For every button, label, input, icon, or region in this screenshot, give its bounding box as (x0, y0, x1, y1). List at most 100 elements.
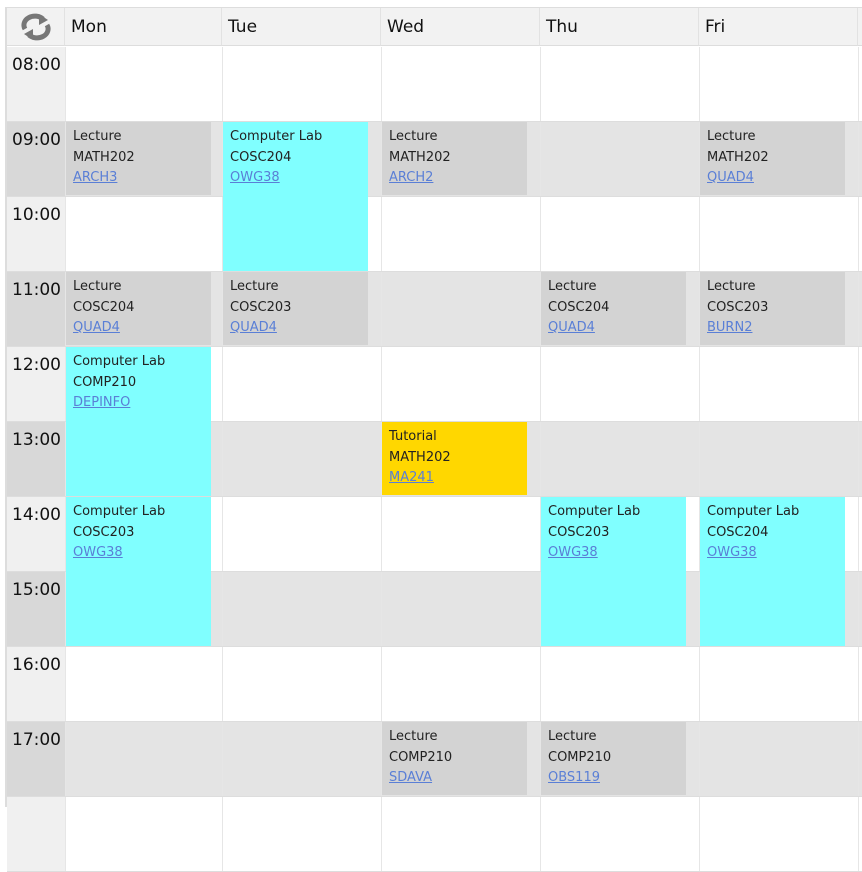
event-room-link[interactable]: QUAD4 (707, 170, 754, 185)
event-course: COSC204 (73, 299, 135, 315)
column-divider (699, 197, 700, 271)
column-divider (65, 722, 66, 796)
event-computer-lab[interactable]: Computer Lab COSC203 OWG38 (541, 497, 686, 646)
column-divider (381, 47, 382, 121)
time-row: 14:00 (7, 497, 862, 572)
column-divider (381, 797, 382, 871)
event-type: Tutorial (389, 429, 437, 444)
time-label: 09:00 (7, 122, 65, 196)
column-divider (540, 422, 541, 496)
event-room-link[interactable]: ARCH2 (389, 170, 434, 185)
column-divider (540, 722, 541, 796)
column-divider (65, 422, 66, 496)
event-room-link[interactable]: OWG38 (73, 545, 123, 560)
column-divider (699, 122, 700, 196)
event-type: Lecture (548, 279, 597, 294)
column-divider (858, 797, 859, 871)
event-lecture[interactable]: Lecture COMP210 SDAVA (382, 722, 527, 795)
event-course: COSC203 (707, 299, 769, 315)
event-course: MATH202 (389, 449, 451, 465)
event-type: Computer Lab (548, 504, 641, 519)
column-divider (222, 572, 223, 646)
column-divider (222, 422, 223, 496)
column-divider (222, 272, 223, 346)
column-divider (222, 722, 223, 796)
event-type: Lecture (230, 279, 279, 294)
event-room-link[interactable]: QUAD4 (548, 320, 595, 335)
time-row (7, 797, 862, 872)
column-divider (858, 422, 859, 496)
event-lecture[interactable]: Lecture COSC203 QUAD4 (223, 272, 368, 345)
event-type: Computer Lab (707, 504, 800, 519)
event-room-link[interactable]: SDAVA (389, 770, 433, 785)
event-course: COMP210 (73, 374, 137, 390)
event-room-link[interactable]: OBS119 (548, 770, 600, 785)
event-type: Lecture (707, 129, 756, 144)
event-type: Lecture (73, 129, 122, 144)
event-lecture[interactable]: Lecture MATH202 QUAD4 (700, 122, 845, 195)
event-computer-lab[interactable]: Computer Lab COSC204 OWG38 (223, 122, 368, 271)
column-divider (540, 572, 541, 646)
day-header-tue: Tue (222, 8, 381, 46)
event-lecture[interactable]: Lecture MATH202 ARCH2 (382, 122, 527, 195)
column-divider (65, 197, 66, 271)
day-header-thu: Thu (540, 8, 699, 46)
column-divider (540, 122, 541, 196)
event-type: Computer Lab (230, 129, 323, 144)
event-course: COSC203 (230, 299, 292, 315)
event-room-link[interactable]: QUAD4 (73, 320, 120, 335)
event-lecture[interactable]: Lecture COSC203 BURN2 (700, 272, 845, 345)
day-header-wed: Wed (381, 8, 540, 46)
event-room-link[interactable]: QUAD4 (230, 320, 277, 335)
event-type: Lecture (389, 129, 438, 144)
time-label: 15:00 (7, 572, 65, 646)
refresh-button[interactable] (7, 8, 65, 46)
column-divider (222, 497, 223, 571)
refresh-icon (20, 13, 51, 41)
event-type: Lecture (73, 279, 122, 294)
event-tutorial[interactable]: Tutorial MATH202 MA241 (382, 422, 527, 495)
column-divider (858, 272, 859, 346)
time-label: 12:00 (7, 347, 65, 421)
event-course: COSC204 (548, 299, 610, 315)
column-divider (858, 197, 859, 271)
event-course: COSC203 (548, 524, 610, 540)
event-lecture[interactable]: Lecture COMP210 OBS119 (541, 722, 686, 795)
event-lecture[interactable]: Lecture MATH202 ARCH3 (66, 122, 211, 195)
time-label: 11:00 (7, 272, 65, 346)
column-divider (222, 47, 223, 121)
column-divider (699, 272, 700, 346)
event-room-link[interactable]: OWG38 (707, 545, 757, 560)
column-divider (222, 347, 223, 421)
column-divider (381, 122, 382, 196)
event-course: MATH202 (389, 149, 451, 165)
column-divider (381, 347, 382, 421)
day-header-mon: Mon (65, 8, 222, 46)
event-lecture[interactable]: Lecture COSC204 QUAD4 (66, 272, 211, 345)
column-divider (858, 347, 859, 421)
event-course: MATH202 (73, 149, 135, 165)
event-room-link[interactable]: OWG38 (230, 170, 280, 185)
column-divider (65, 797, 66, 871)
column-divider (222, 197, 223, 271)
event-course: COMP210 (389, 749, 453, 765)
event-computer-lab[interactable]: Computer Lab COMP210 DEPINFO (66, 347, 211, 496)
event-lecture[interactable]: Lecture COSC204 QUAD4 (541, 272, 686, 345)
event-room-link[interactable]: OWG38 (548, 545, 598, 560)
event-room-link[interactable]: BURN2 (707, 320, 753, 335)
column-divider (540, 497, 541, 571)
event-computer-lab[interactable]: Computer Lab COSC203 OWG38 (66, 497, 211, 646)
time-label: 10:00 (7, 197, 65, 271)
event-room-link[interactable]: DEPINFO (73, 395, 131, 410)
column-divider (540, 347, 541, 421)
column-divider (381, 197, 382, 271)
event-room-link[interactable]: MA241 (389, 470, 434, 485)
event-computer-lab[interactable]: Computer Lab COSC204 OWG38 (700, 497, 845, 646)
column-divider (699, 422, 700, 496)
time-row: 12:00 (7, 347, 862, 422)
column-divider (381, 572, 382, 646)
column-divider (381, 647, 382, 721)
event-room-link[interactable]: ARCH3 (73, 170, 118, 185)
column-divider (381, 722, 382, 796)
event-course: MATH202 (707, 149, 769, 165)
